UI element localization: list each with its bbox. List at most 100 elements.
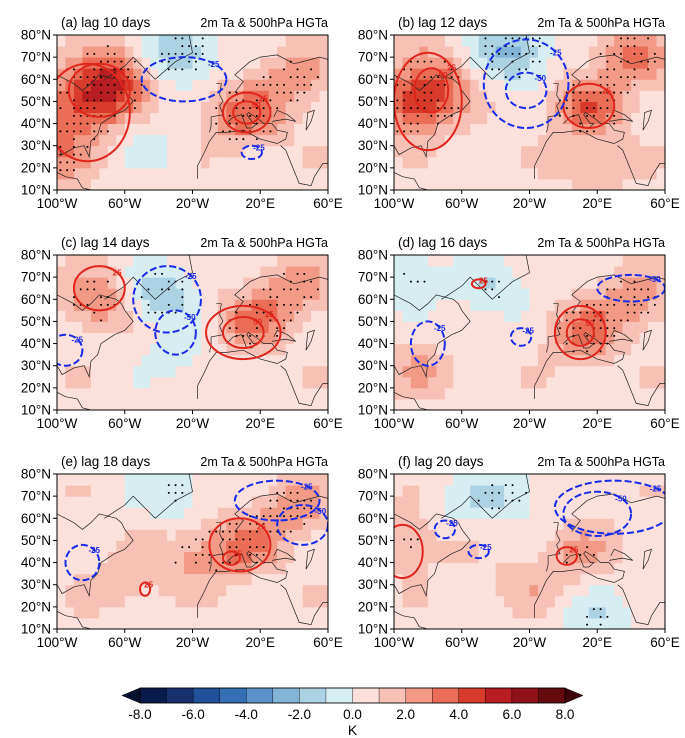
field-cell: [268, 167, 278, 180]
coastline: [617, 584, 665, 625]
field-cell: [648, 68, 658, 80]
field-cell: [175, 485, 185, 497]
field-cell: [234, 266, 244, 278]
field-cell: [65, 123, 75, 136]
stipple-dot: [194, 553, 197, 556]
field-cell: [597, 310, 607, 322]
field-cell: [124, 57, 134, 69]
field-cell: [200, 255, 210, 267]
field-cell: [631, 46, 641, 58]
field-cell: [631, 167, 641, 180]
field-cell: [537, 57, 547, 69]
field-cell: [141, 540, 151, 552]
field-cell: [410, 529, 420, 541]
field-cell: [184, 46, 193, 58]
field-cell: [209, 507, 219, 519]
field-cell: [394, 595, 403, 608]
field-cell: [319, 617, 328, 629]
stipple-dot: [106, 83, 109, 86]
field-cell: [260, 398, 270, 410]
field-cell: [158, 584, 168, 597]
field-cell: [302, 46, 312, 58]
stipple-dot: [289, 311, 292, 314]
field-cell: [90, 46, 100, 58]
field-cell: [512, 398, 522, 410]
field-cell: [402, 354, 412, 367]
coastline: [441, 255, 530, 300]
stipple-dot: [140, 83, 143, 86]
stipple-dot: [484, 491, 487, 494]
panel-title: (f) lag 20 days: [398, 454, 484, 469]
stipple-dot: [511, 491, 514, 494]
field-cell: [571, 57, 581, 69]
colorbar-segment: [325, 687, 353, 704]
field-cell: [82, 485, 92, 497]
field-cell: [614, 343, 624, 356]
stipple-dot: [619, 76, 622, 79]
field-cell: [495, 57, 505, 69]
field-cell: [294, 507, 304, 519]
field-cell: [410, 145, 420, 158]
field-cell: [158, 332, 168, 345]
field-cell: [82, 343, 92, 356]
field-cell: [175, 540, 185, 552]
stipple-dot: [181, 491, 184, 494]
field-cell: [563, 584, 573, 597]
field-cell: [512, 321, 522, 333]
field-cell: [192, 485, 202, 497]
field-cell: [461, 145, 471, 158]
field-cell: [529, 573, 539, 586]
field-cell: [605, 156, 615, 169]
field-cell: [141, 354, 151, 367]
field-cell: [260, 266, 270, 278]
field-cell: [529, 507, 539, 519]
field-cell: [243, 266, 253, 278]
stipple-dot: [249, 522, 252, 525]
field-cell: [294, 518, 304, 530]
stipple-dot: [296, 272, 299, 275]
field-cell: [461, 35, 471, 47]
field-cell: [285, 343, 295, 356]
field-cell: [394, 551, 403, 564]
field-cell: [554, 288, 564, 300]
field-cell: [192, 551, 202, 564]
field-cell: [622, 35, 632, 47]
stipple-dot: [558, 327, 561, 330]
field-cell: [470, 310, 480, 322]
field-cell: [192, 101, 202, 113]
field-cell: [107, 474, 117, 486]
field-cell: [504, 398, 514, 410]
field-cell: [184, 156, 193, 169]
field-cell: [563, 507, 573, 519]
field-cell: [537, 79, 547, 91]
field-cell: [521, 299, 530, 311]
field-cell: [184, 123, 193, 136]
field-cell: [580, 288, 590, 300]
field-cell: [614, 518, 624, 530]
panel-title: (b) lag 12 days: [398, 15, 488, 30]
field-cell: [614, 134, 624, 147]
coastline: [394, 610, 428, 629]
field-cell: [150, 551, 160, 564]
field-cell: [319, 134, 328, 147]
stipple-dot: [262, 546, 265, 549]
stipple-dot: [606, 45, 609, 48]
field-cell: [614, 573, 624, 586]
stipple-dot: [626, 76, 629, 79]
stipple-dot: [316, 76, 319, 79]
field-cell: [571, 584, 581, 597]
field-cell: [554, 387, 564, 400]
field-cell: [90, 376, 100, 389]
stipple-dot: [235, 138, 238, 141]
stipple-dot: [276, 491, 279, 494]
field-cell: [133, 57, 143, 69]
field-cell: [554, 123, 564, 136]
field-cell: [124, 255, 134, 267]
y-tick-label: 10°N: [358, 403, 388, 418]
coastline: [234, 493, 328, 532]
field-cell: [529, 57, 539, 69]
stipple-dot: [409, 280, 412, 283]
field-cell: [580, 57, 590, 69]
field-cell: [605, 332, 615, 345]
field-cell: [319, 310, 328, 322]
